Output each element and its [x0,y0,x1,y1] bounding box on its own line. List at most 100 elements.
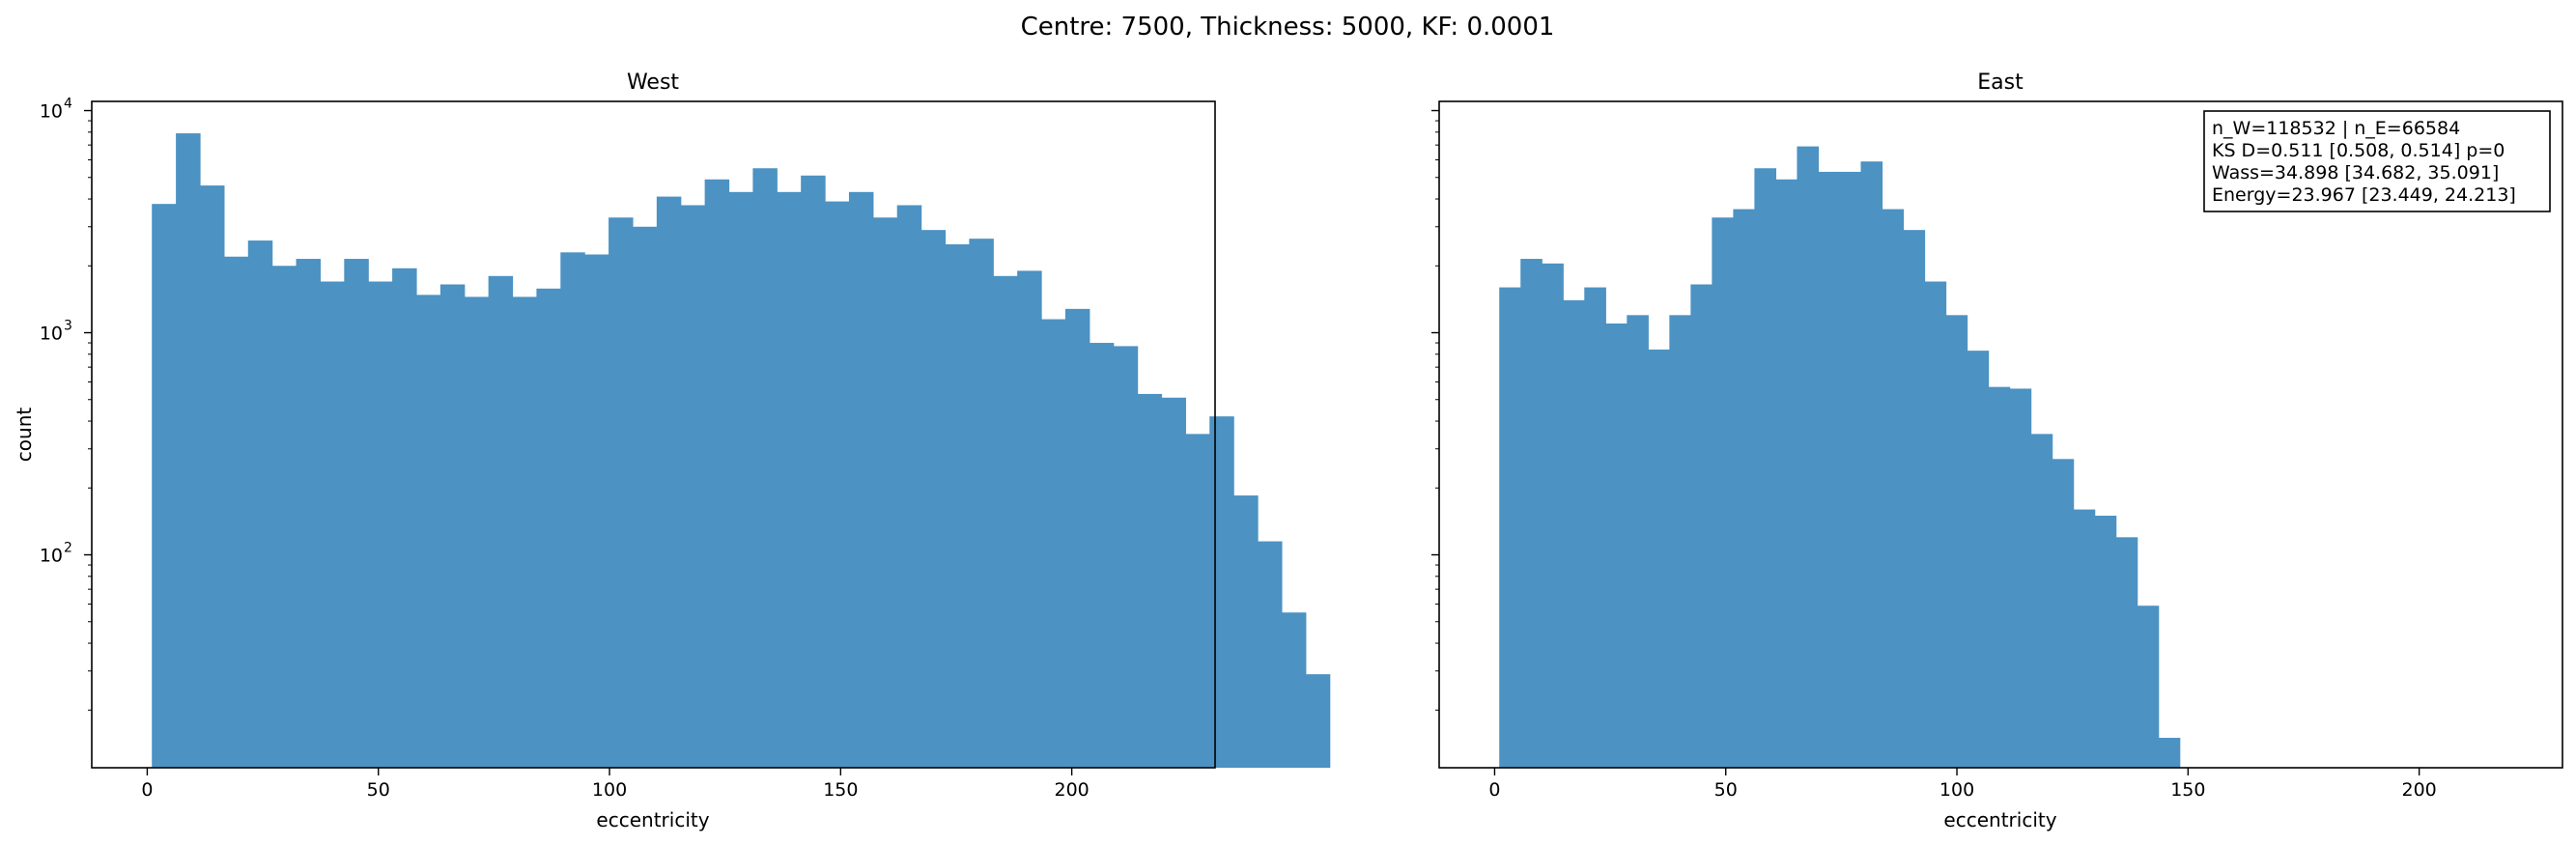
east-histogram-bar [1627,315,1649,768]
east-histogram-bar [1712,217,1734,768]
stats-line-wasserstein: Wass=34.898 [34.682, 35.091] [2212,162,2499,183]
west-histogram-bar [464,296,490,768]
west-histogram-bar [1017,270,1042,768]
west-histogram-bar [560,252,585,768]
west-panel-title: West [627,70,679,95]
west-histogram-bar [848,191,874,768]
west-histogram-bar [584,254,609,768]
east-histogram-bar [2073,509,2096,768]
west-histogram-bar [320,281,345,768]
west-histogram-bar [1233,495,1259,768]
east-histogram-bar [2094,516,2117,768]
west-histogram-bar [825,201,850,768]
east-x-tick-label: 200 [2402,779,2437,801]
east-histogram-bar [1605,324,1628,768]
west-x-tick-label: 100 [592,779,627,801]
east-histogram-bar [1584,287,1606,768]
west-histogram-bar [752,168,778,769]
west-y-axis-label: count [13,408,36,463]
stats-line-energy: Energy=23.967 [23.449, 24.213] [2212,184,2516,206]
west-y-tick-exponent: 3 [64,319,72,334]
west-y-tick-label: 10 [40,546,63,567]
east-histogram-bar [2115,537,2138,768]
east-panel-title: East [1977,70,2024,95]
west-histogram-bar [1064,308,1090,768]
west-histogram-bar [993,275,1018,768]
east-histogram-bar [2052,459,2075,768]
west-histogram-bar [1113,346,1139,768]
east-tick-layer: 0 50 100 150 200 [1431,109,2437,801]
west-histogram-bar [1305,674,1331,768]
west-histogram-bar [392,268,417,768]
east-histogram-bar [1733,209,1756,768]
east-x-tick-label: 0 [1488,779,1500,801]
east-histogram-bar [2137,606,2160,768]
west-histogram-bar [247,240,273,768]
east-histogram-bar [1903,230,1926,769]
west-histogram-bar [945,243,970,769]
west-histogram-bar [872,217,898,768]
west-histogram-bar [1258,541,1283,768]
west-x-tick-label: 50 [367,779,390,801]
west-histogram-bar [1161,397,1186,768]
west-histogram-bar [1185,434,1210,768]
west-y-tick-label: 10 [40,101,63,123]
west-histogram-bar [920,230,947,769]
west-histogram-bar [777,191,802,768]
east-histogram-bar [1754,168,1777,769]
east-x-tick-label: 50 [1714,779,1738,801]
west-histogram-bar [801,175,826,768]
east-histogram-bar [1818,171,1841,768]
west-x-axis-label: eccentricity [596,808,709,831]
east-histogram-bar [1839,171,1862,768]
west-histogram-bar [536,288,561,768]
west-y-tick-exponent: 4 [64,97,72,112]
west-histogram-bar [1089,343,1115,768]
west-histogram-bar [296,259,322,768]
west-histogram-bar [969,239,994,769]
east-histogram-bar [2158,738,2181,768]
west-x-tick-label: 200 [1055,779,1090,801]
east-histogram-bar [1797,146,1820,769]
east-panel: East 0 50 100 150 200 eccentricity n_W=11853… [1431,70,2563,831]
west-histogram-bar [488,275,514,768]
west-histogram-bar [439,284,466,768]
east-x-tick-label: 100 [1939,779,1974,801]
east-x-axis-label: eccentricity [1943,808,2056,831]
east-plot-frame [1438,100,2563,769]
west-histogram-bar [152,204,177,769]
west-histogram-bar [896,205,922,769]
west-y-tick-exponent: 2 [64,541,72,556]
west-histogram-bar [344,259,369,768]
east-histogram-bar [1520,259,1543,768]
east-histogram-bar [1945,315,1968,768]
west-histogram-bar [176,133,201,768]
stats-annotation-box: n_W=118532 | n_E=66584 KS D=0.511 [0.508… [2203,110,2551,212]
west-histogram-bar [728,191,753,768]
east-histogram-bar [1924,281,1947,768]
west-histogram-bar [512,296,538,768]
west-histogram-bar [704,179,730,768]
west-histogram-bar [223,256,249,768]
west-x-tick-label: 0 [141,779,153,801]
east-histogram-bar [1775,179,1798,768]
west-histogram-bar [656,196,682,768]
east-histogram-bar [2030,434,2053,768]
east-histogram-bar [1967,351,1990,768]
west-bar-layer [152,133,1331,769]
west-histogram-bar [1281,612,1307,768]
west-histogram-bar [632,226,658,768]
east-x-tick-label: 150 [2170,779,2205,801]
east-histogram-bar [2009,388,2032,768]
east-histogram-bar [1690,284,1713,768]
west-histogram-bar [368,281,393,768]
stats-line-ks: KS D=0.511 [0.508, 0.514] p=0 [2212,140,2505,161]
east-bar-layer [1499,146,2181,769]
stats-line-counts: n_W=118532 | n_E=66584 [2212,118,2460,139]
east-histogram-bar [1669,315,1691,768]
west-plot-frame [91,100,1216,769]
west-histogram-bar [1209,416,1234,768]
west-x-tick-label: 150 [823,779,858,801]
